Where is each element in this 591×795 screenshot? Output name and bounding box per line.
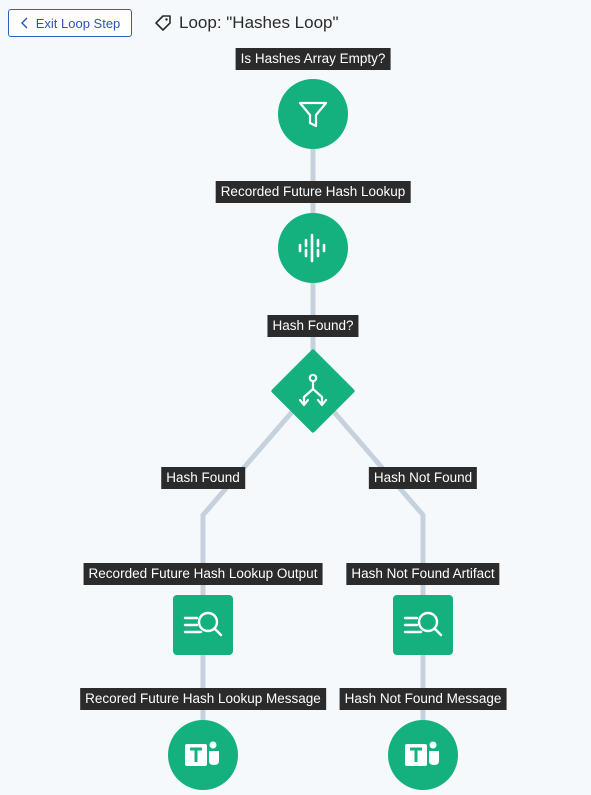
search-list-icon	[403, 611, 443, 637]
branch-hash-not-found-label: Hash Not Found	[368, 467, 478, 489]
branch-icon	[298, 373, 328, 407]
exit-loop-step-button[interactable]: Exit Loop Step	[8, 9, 132, 37]
found-output-step-label: Recorded Future Hash Lookup Output	[83, 563, 323, 585]
hash-lookup-step-label: Recorded Future Hash Lookup	[215, 181, 411, 203]
filter-step-label: Is Hashes Array Empty?	[235, 48, 391, 70]
not-found-output-step-label: Hash Not Found Artifact	[346, 563, 500, 585]
search-list-icon	[183, 611, 223, 637]
not-found-message-node[interactable]	[388, 720, 458, 790]
not-found-output-node[interactable]	[393, 595, 453, 655]
teams-icon	[405, 741, 439, 766]
decision-step-label: Hash Found?	[267, 315, 359, 337]
teams-icon	[185, 741, 219, 766]
funnel-icon	[298, 101, 328, 128]
hash-found-decision-node[interactable]	[270, 348, 356, 434]
tag-icon	[155, 15, 171, 31]
chevron-left-icon	[20, 17, 28, 29]
exit-loop-step-label: Exit Loop Step	[35, 15, 121, 31]
filter-node[interactable]	[278, 79, 348, 149]
not-found-message-step-label: Hash Not Found Message	[339, 688, 507, 710]
loop-title-text: Loop: "Hashes Loop"	[179, 13, 339, 32]
recorded-future-icon	[298, 233, 326, 263]
toolbar: Exit Loop Step Loop: "Hashes Loop"	[0, 0, 591, 48]
found-message-node[interactable]	[168, 720, 238, 790]
found-message-step-label: Recored Future Hash Lookup Message	[80, 688, 326, 710]
hash-lookup-node[interactable]	[278, 213, 348, 283]
branch-hash-found-label: Hash Found	[161, 467, 245, 489]
loop-title: Loop: "Hashes Loop"	[153, 10, 339, 36]
found-output-node[interactable]	[173, 595, 233, 655]
